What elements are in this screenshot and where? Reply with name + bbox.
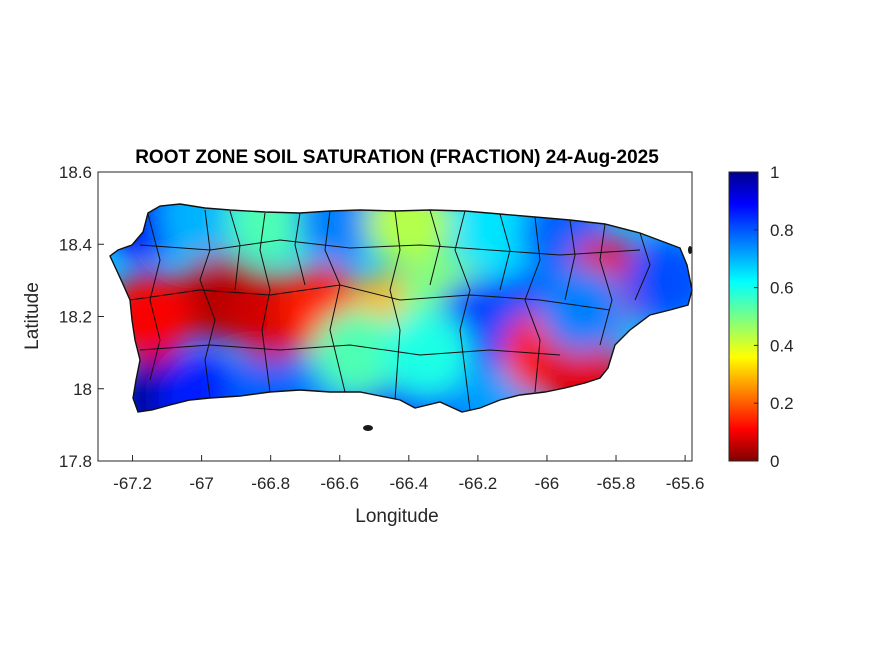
chart-title: ROOT ZONE SOIL SATURATION (FRACTION) 24-… [135,147,659,168]
saturation-zone [313,308,402,397]
x-tick-label: -66.6 [320,474,359,493]
colorbar-ticks: 0 0.2 0.4 0.6 0.8 1 [754,163,794,471]
x-tick-label: -65.8 [597,474,636,493]
y-tick-label: 18.6 [59,163,92,182]
colorbar-tick-label: 0.2 [770,394,794,413]
x-tick-label: -67.2 [113,474,152,493]
municipality-boundaries [129,209,651,411]
small-island [688,246,692,254]
x-tick-label: -66.2 [459,474,498,493]
saturation-zone [382,308,471,397]
saturation-zone [295,204,384,263]
saturation-zone [157,351,246,412]
colorbar-tick-label: 0.4 [770,336,794,355]
x-tick-label: -66.8 [251,474,290,493]
colorbar-tick-label: 0.6 [770,279,794,298]
x-tick-label: -65.6 [666,474,705,493]
x-tick-label: -66.4 [389,474,428,493]
y-tick-label: 18.4 [59,235,92,254]
colorbar-tick-label: 0 [770,452,779,471]
colorbar-tick-label: 0.8 [770,221,794,240]
y-tick-label: 18.2 [59,308,92,327]
x-tick-label: -67 [189,474,214,493]
x-tick-label: -66 [535,474,560,493]
x-axis-label: Longitude [355,506,438,527]
y-axis-label: Latitude [22,282,43,350]
saturation-zone [157,204,246,260]
small-island [363,425,373,431]
colorbar [728,171,759,462]
saturation-zone [364,204,453,267]
colorbar-tick-label: 1 [770,163,779,182]
x-axis: -67.2 -67 -66.8 -66.6 -66.4 -66.2 -66 -65.8 -65.… [113,455,704,493]
y-axis: 17.8 18 18.2 18.4 18.6 [59,163,104,471]
y-tick-label: 17.8 [59,452,92,471]
saturation-zone [537,265,626,354]
y-tick-label: 18 [73,380,92,399]
